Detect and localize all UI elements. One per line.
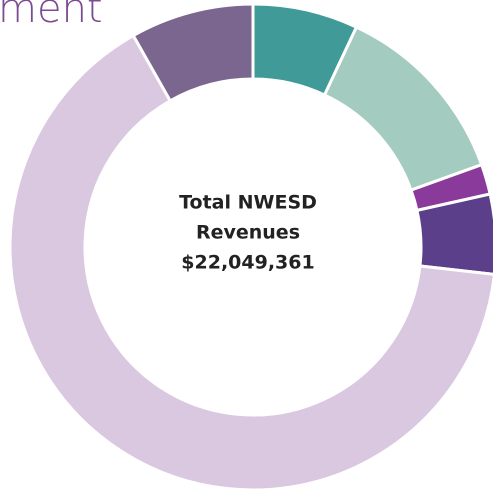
chart-title: ment (0, 0, 103, 32)
donut-segment (322, 25, 484, 193)
donut-segment (8, 33, 493, 491)
donut-segment (131, 2, 255, 103)
center-label: Total NWESD (179, 192, 317, 214)
center-label: Revenues (196, 222, 300, 244)
center-label: $22,049,361 (181, 252, 314, 274)
